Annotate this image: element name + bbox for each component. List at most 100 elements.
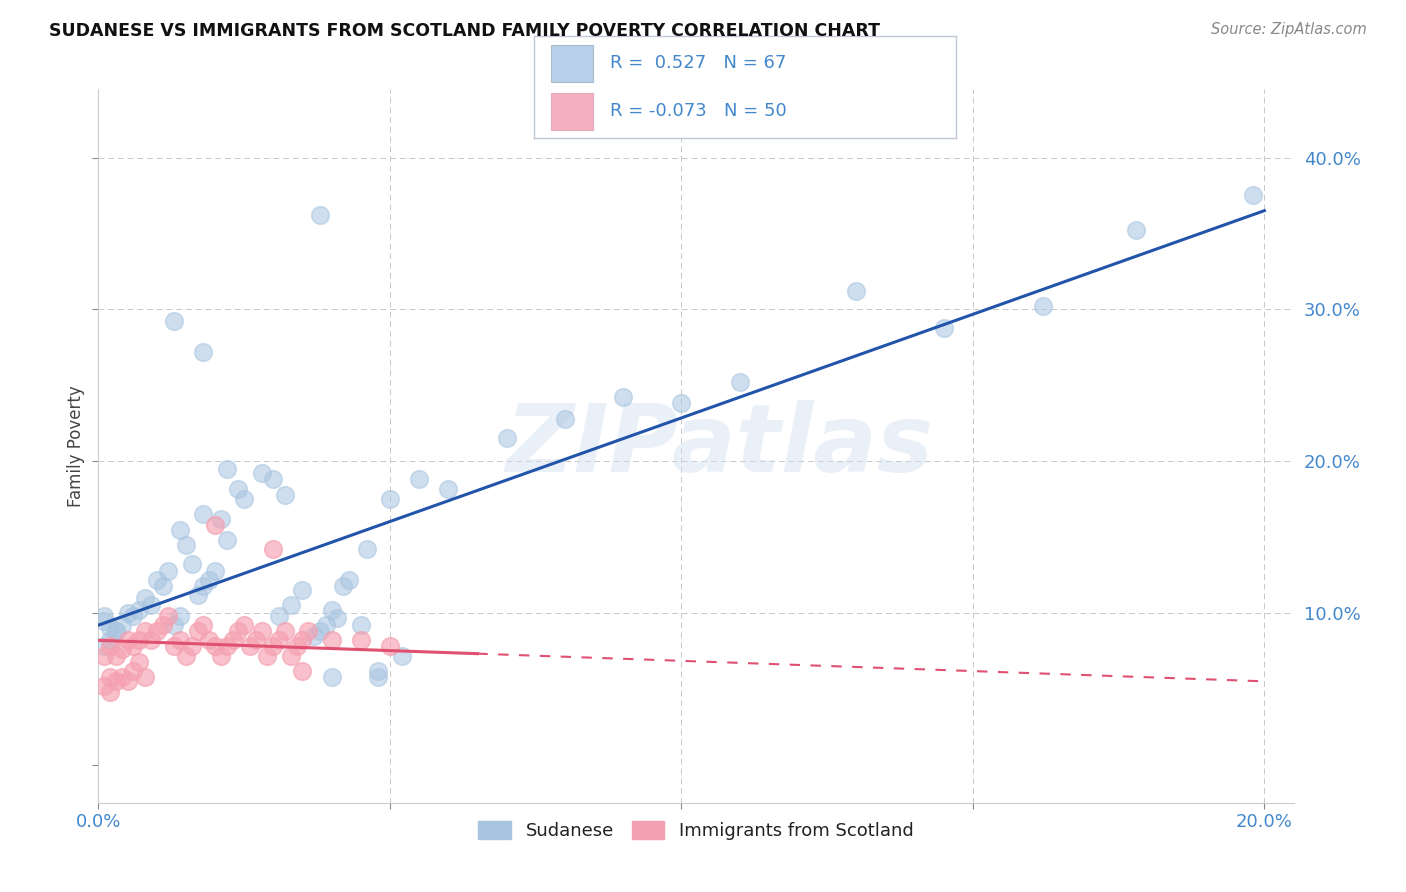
- Point: [291, 633, 314, 648]
- Point: [228, 482, 250, 496]
- Point: [198, 573, 221, 587]
- Point: [163, 618, 186, 632]
- Point: [157, 609, 180, 624]
- Point: [256, 648, 278, 663]
- Point: [262, 472, 284, 486]
- Point: [163, 640, 186, 654]
- Point: [332, 579, 354, 593]
- Point: [204, 564, 226, 578]
- Point: [221, 633, 243, 648]
- Point: [228, 624, 250, 639]
- Point: [671, 396, 693, 410]
- Point: [157, 564, 180, 578]
- Point: [350, 618, 373, 632]
- Point: [269, 633, 291, 648]
- Point: [180, 640, 202, 654]
- Point: [193, 344, 215, 359]
- Point: [93, 679, 115, 693]
- Y-axis label: Family Poverty: Family Poverty: [66, 385, 84, 507]
- Point: [612, 391, 634, 405]
- Bar: [551, 45, 593, 82]
- Point: [152, 618, 174, 632]
- Point: [215, 533, 238, 548]
- Point: [186, 624, 208, 639]
- Point: [128, 633, 150, 648]
- Point: [98, 621, 121, 635]
- Point: [122, 640, 145, 654]
- Point: [932, 320, 955, 334]
- Point: [326, 610, 349, 624]
- Point: [209, 648, 232, 663]
- Point: [104, 674, 127, 689]
- Point: [117, 633, 139, 648]
- Point: [367, 664, 389, 678]
- Point: [309, 624, 332, 639]
- Point: [239, 640, 262, 654]
- Text: R = -0.073   N = 50: R = -0.073 N = 50: [610, 102, 787, 120]
- Point: [280, 648, 302, 663]
- Point: [233, 492, 256, 507]
- Point: [315, 618, 337, 632]
- Point: [198, 633, 221, 648]
- Point: [408, 472, 430, 486]
- Point: [274, 624, 297, 639]
- Point: [98, 633, 121, 648]
- Point: [285, 640, 308, 654]
- Point: [204, 518, 226, 533]
- Point: [152, 579, 174, 593]
- Point: [169, 523, 191, 537]
- Point: [139, 599, 162, 613]
- Point: [245, 633, 267, 648]
- Point: [250, 467, 273, 481]
- Point: [174, 538, 197, 552]
- Text: SUDANESE VS IMMIGRANTS FROM SCOTLAND FAMILY POVERTY CORRELATION CHART: SUDANESE VS IMMIGRANTS FROM SCOTLAND FAM…: [49, 22, 880, 40]
- Point: [134, 670, 156, 684]
- Point: [111, 642, 134, 657]
- Point: [122, 664, 145, 678]
- Point: [117, 674, 139, 689]
- Point: [291, 583, 314, 598]
- Point: [337, 573, 360, 587]
- Point: [378, 640, 401, 654]
- Point: [104, 648, 127, 663]
- Point: [367, 670, 389, 684]
- Point: [321, 633, 343, 648]
- Text: ZIPatlas: ZIPatlas: [506, 400, 934, 492]
- Point: [204, 640, 226, 654]
- Point: [269, 609, 291, 624]
- Point: [122, 609, 145, 624]
- Point: [145, 573, 167, 587]
- Point: [111, 670, 134, 684]
- Legend: Sudanese, Immigrants from Scotland: Sudanese, Immigrants from Scotland: [471, 814, 921, 847]
- Point: [321, 603, 343, 617]
- Point: [117, 606, 139, 620]
- Point: [180, 558, 202, 572]
- Point: [378, 492, 401, 507]
- Text: R =  0.527   N = 67: R = 0.527 N = 67: [610, 54, 786, 72]
- Point: [1032, 299, 1054, 313]
- Point: [98, 670, 121, 684]
- Point: [128, 655, 150, 669]
- Point: [186, 588, 208, 602]
- Point: [262, 640, 284, 654]
- Point: [93, 640, 115, 654]
- Point: [139, 633, 162, 648]
- Point: [291, 664, 314, 678]
- Text: Source: ZipAtlas.com: Source: ZipAtlas.com: [1211, 22, 1367, 37]
- Point: [215, 462, 238, 476]
- Point: [163, 314, 186, 328]
- Point: [1241, 188, 1264, 202]
- Point: [250, 624, 273, 639]
- Point: [215, 640, 238, 654]
- Point: [93, 609, 115, 624]
- Point: [169, 609, 191, 624]
- Point: [297, 624, 319, 639]
- Point: [728, 376, 751, 390]
- Point: [437, 482, 460, 496]
- Point: [134, 591, 156, 605]
- Bar: [551, 93, 593, 130]
- Point: [93, 614, 115, 628]
- Point: [233, 618, 256, 632]
- Point: [554, 411, 576, 425]
- Point: [98, 640, 121, 654]
